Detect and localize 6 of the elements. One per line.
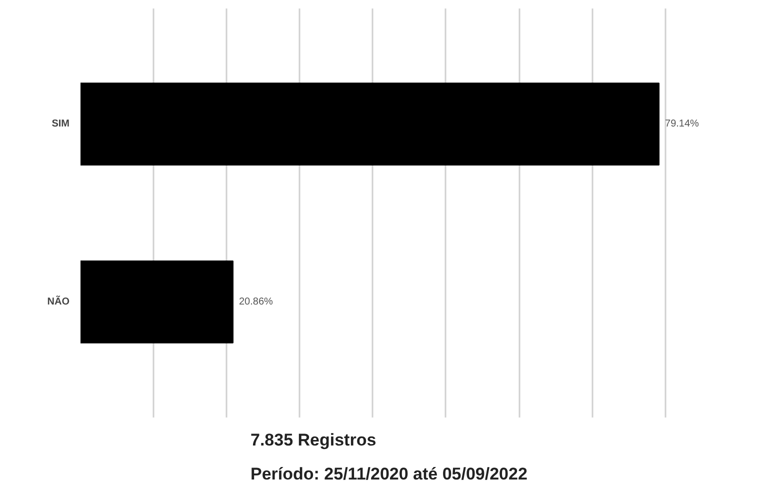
text: Período: 25/11/2020 até 05/09/2022 (250, 464, 528, 484)
data-label: 20.86% (238, 296, 274, 308)
y-tick-label: SIM (52, 118, 70, 130)
text: 7.835 Registros (250, 430, 376, 450)
data-label: 79.14% (665, 118, 700, 130)
y-tick-label: NÃO (47, 295, 70, 308)
